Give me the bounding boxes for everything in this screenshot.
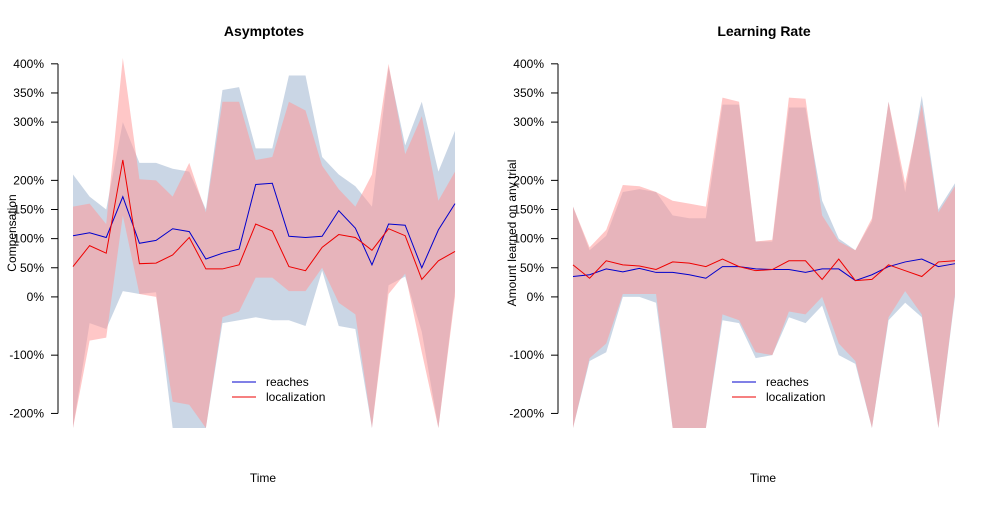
y-tick-label: 400% bbox=[513, 57, 544, 71]
y-tick-label: 400% bbox=[13, 57, 44, 71]
y-tick-label: 0% bbox=[527, 290, 545, 304]
y-tick-label: 350% bbox=[513, 86, 544, 100]
legend-label-localization: localization bbox=[266, 390, 325, 404]
series-line-reaches bbox=[72, 182, 456, 270]
y-tick-label: 0% bbox=[27, 290, 45, 304]
y-tick-label: -200% bbox=[9, 406, 44, 420]
y-tick-label: 300% bbox=[513, 115, 544, 129]
confidence-band-localization bbox=[573, 97, 955, 428]
y-axis-label: Compensation bbox=[5, 194, 19, 271]
y-tick-label: -100% bbox=[509, 348, 544, 362]
y-tick-label: 300% bbox=[13, 115, 44, 129]
legend-label-reaches: reaches bbox=[266, 375, 309, 389]
legend-label-reaches: reaches bbox=[766, 375, 809, 389]
y-tick-label: 50% bbox=[20, 261, 44, 275]
y-tick-label: 200% bbox=[13, 173, 44, 187]
chart-panel-2: Learning Rate 400% 350% 300% 200% 150% 100% 50%… bbox=[505, 23, 956, 485]
chart-panel-1: Asymptotes 400% 350% 300% 200% 150% 100% 50% 0% -… bbox=[5, 23, 456, 485]
x-axis-label: Time bbox=[750, 471, 777, 485]
chart-title: Asymptotes bbox=[224, 23, 304, 39]
series-line-localization bbox=[572, 258, 956, 282]
y-tick-label: -100% bbox=[9, 348, 44, 362]
y-tick-label: 50% bbox=[520, 261, 544, 275]
y-tick-label: 350% bbox=[13, 86, 44, 100]
y-tick-label: -200% bbox=[509, 406, 544, 420]
y-tick-label: 200% bbox=[513, 173, 544, 187]
y-tick-label: 150% bbox=[13, 202, 44, 216]
y-axis-label: Amount learned on any trial bbox=[505, 160, 519, 307]
series-line-localization bbox=[72, 159, 456, 281]
y-tick-label: 100% bbox=[513, 232, 544, 246]
chart-title: Learning Rate bbox=[717, 23, 811, 39]
y-tick-label: 150% bbox=[513, 202, 544, 216]
legend-label-localization: localization bbox=[766, 390, 825, 404]
y-tick-label: 100% bbox=[13, 232, 44, 246]
confidence-band-localization bbox=[73, 58, 455, 428]
x-axis-label: Time bbox=[250, 471, 277, 485]
